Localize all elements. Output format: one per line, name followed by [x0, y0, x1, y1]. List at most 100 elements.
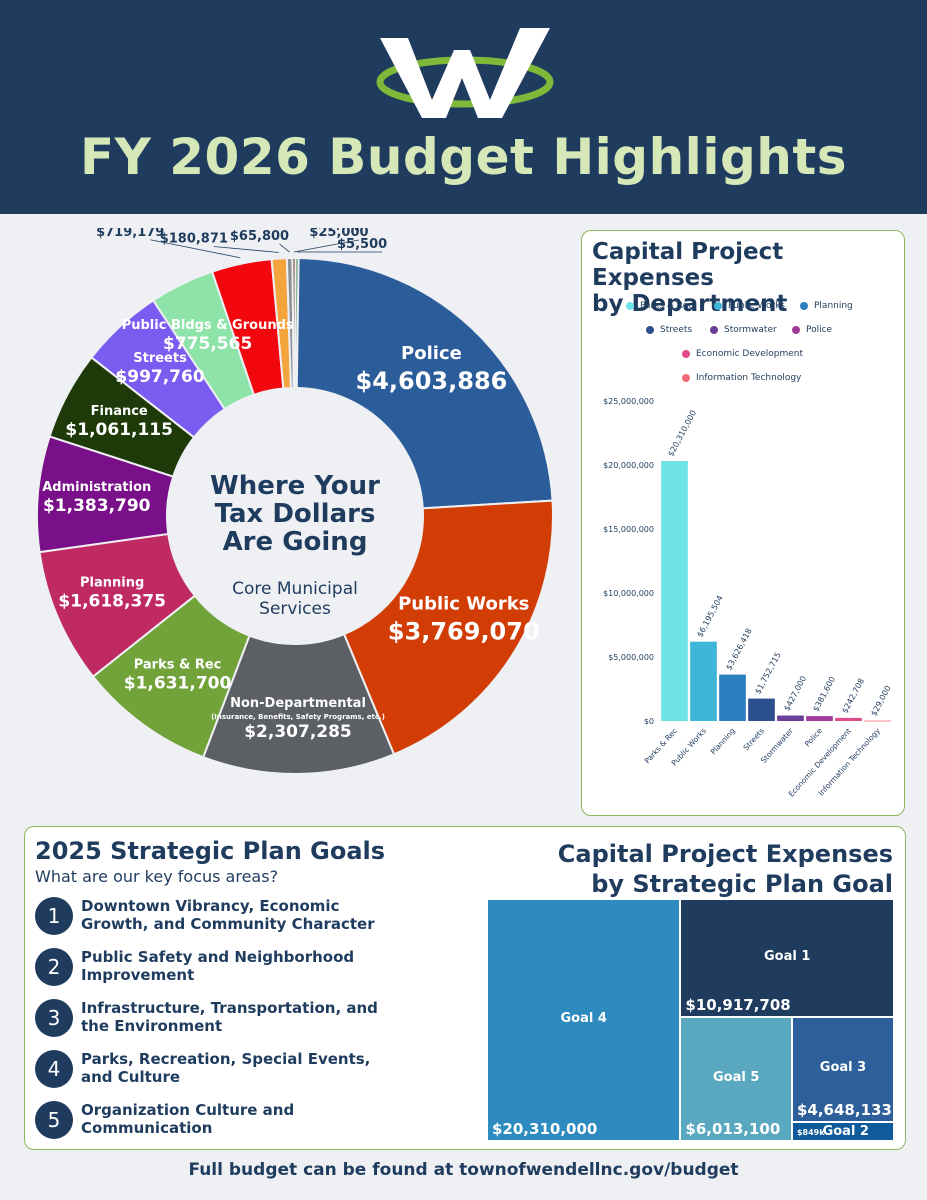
y-tick-label: $20,000,000 — [603, 461, 654, 470]
legend-label: Public Works — [728, 301, 785, 311]
slice-note: (Insurance, Benefits, Safety Programs, e… — [211, 713, 385, 721]
donut-slice — [294, 256, 554, 510]
legend-swatch — [714, 301, 722, 310]
leader-line — [293, 239, 360, 253]
legend-label: Police — [806, 325, 833, 335]
treemap-tile-label: Goal 3 — [819, 1060, 867, 1076]
donut-center-title: Are Going — [223, 527, 368, 557]
slice-label: Planning — [80, 576, 144, 591]
slice-outside-label: Appropriations — [322, 228, 402, 231]
slice-outside-value: $180,871 — [160, 231, 228, 246]
treemap-title-line1: Capital Project Expenses — [557, 840, 893, 868]
goal-number-badge: 3 — [35, 999, 73, 1037]
slice-label: Police — [401, 343, 462, 364]
slice-label: Streets — [133, 351, 187, 366]
treemap-tile-label: Goal 1 — [763, 948, 811, 964]
goals-title: 2025 Strategic Plan Goals — [35, 837, 386, 865]
bar-value-label: $242,708 — [840, 677, 866, 715]
treemap-tile-value: $6,013,100 — [685, 1119, 781, 1138]
treemap-tile-value: $4,648,133 — [796, 1100, 892, 1119]
legend-swatch — [626, 301, 634, 310]
bar — [806, 716, 833, 721]
bar — [777, 715, 804, 721]
treemap-tile-value: $849k — [796, 1127, 825, 1137]
header-banner: FY 2026 Budget Highlights — [0, 0, 927, 214]
legend-swatch — [682, 349, 690, 358]
goal-text-line2: Growth, and Community Character — [81, 915, 375, 933]
x-category-label: Planning — [709, 726, 737, 756]
bar — [835, 717, 862, 721]
slice-value: $1,061,115 — [65, 420, 173, 440]
treemap-tile: Goal 3 $4,648,133 — [791, 1016, 894, 1122]
goal-number-badge: 2 — [35, 948, 73, 986]
donut-chart: Where Your Tax Dollars Are Going Core Munic… — [0, 228, 580, 828]
goal-text-line2: Communication — [81, 1119, 213, 1137]
goal-text: Parks, Recreation, Special Events, and Cu… — [81, 1050, 370, 1086]
bar-chart-title-line2: by Department — [592, 291, 788, 317]
page-title: FY 2026 Budget Highlights — [79, 128, 848, 186]
bar-chart-title: Capital Project Expenses by Department — [592, 239, 904, 317]
legend-label: Stormwater — [724, 325, 777, 335]
bar-chart-svg: $0 $5,000,000 $10,000,000 $15,000,000 $20,00… — [603, 397, 893, 799]
goal-number-badge: 4 — [35, 1050, 73, 1088]
x-category-label: Streets — [741, 726, 766, 752]
goal-text: Downtown Vibrancy, Economic Growth, and C… — [81, 897, 375, 933]
y-tick-label: $10,000,000 — [603, 589, 654, 598]
leader-line — [279, 243, 290, 253]
strategic-goals-card: 2025 Strategic Plan Goals What are our k… — [24, 826, 906, 1150]
bar-value-label: $6,195,504 — [695, 594, 724, 639]
legend-item: Parks & Rec — [626, 301, 693, 311]
bar-value-label: $1,752,715 — [753, 651, 782, 696]
goal-text-line2: Improvement — [81, 966, 195, 984]
bar — [864, 720, 891, 722]
donut-center-subtitle: Services — [259, 599, 331, 619]
bar — [690, 641, 717, 721]
donut-slice — [342, 499, 554, 756]
treemap-tile-value: $10,917,708 — [685, 995, 791, 1014]
goal-item: 2 Public Safety and Neighborhood Improveme… — [35, 948, 415, 990]
legend-item: Information Technology — [682, 373, 801, 383]
goal-text-line1: Parks, Recreation, Special Events, — [81, 1050, 371, 1068]
treemap-title-line2: by Strategic Plan Goal — [591, 870, 893, 898]
wendell-logo — [376, 28, 554, 118]
bar — [661, 461, 688, 721]
slice-outside-value: $5,500 — [337, 237, 387, 252]
goal-text-line1: Organization Culture and — [81, 1101, 295, 1119]
slice-label: Non-Departmental — [230, 696, 366, 711]
goal-text-line2: and Culture — [81, 1068, 181, 1086]
treemap-title: Capital Project Expenses by Strategic Pl… — [558, 839, 893, 899]
goal-text-line2: the Environment — [81, 1017, 223, 1035]
legend-item: Stormwater — [710, 325, 777, 335]
goal-item: 1 Downtown Vibrancy, Economic Growth, and … — [35, 897, 415, 939]
slice-value: $1,383,790 — [43, 496, 151, 516]
slice-label: Finance — [91, 404, 148, 419]
goal-item: 3 Infrastructure, Transportation, and the … — [35, 999, 415, 1041]
treemap-tile: Goal 2 $849k — [791, 1121, 894, 1141]
legend-label: Information Technology — [696, 373, 802, 383]
leader-line — [213, 246, 279, 253]
goal-number-badge: 5 — [35, 1101, 73, 1139]
slice-value: $997,760 — [115, 367, 204, 387]
slice-label: Public Works — [398, 593, 529, 614]
treemap-tile-label: Goal 5 — [712, 1069, 760, 1085]
legend-item: Police — [792, 325, 832, 335]
goal-text-line1: Downtown Vibrancy, Economic — [81, 897, 340, 915]
y-tick-label: $0 — [644, 717, 654, 726]
bar — [719, 674, 746, 721]
legend-item: Economic Development — [682, 349, 803, 359]
goal-item: 4 Parks, Recreation, Special Events, and C… — [35, 1050, 415, 1092]
slice-outside-value: $719,179 — [96, 228, 164, 240]
treemap-tile: Goal 4 $20,310,000 — [487, 899, 681, 1141]
footer-link-text: Full budget can be found at townofwendel… — [188, 1160, 739, 1180]
slice-outside-value: $25,000 — [309, 228, 368, 240]
donut-slice — [294, 256, 300, 390]
slice-value: $4,603,886 — [356, 367, 508, 395]
legend-item: Planning — [800, 301, 853, 311]
treemap-tile-value: $20,310,000 — [492, 1120, 598, 1138]
legend-swatch — [646, 325, 654, 334]
slice-value: $1,631,700 — [124, 674, 232, 694]
bar-value-label: $381,600 — [811, 675, 837, 713]
legend-label: Economic Development — [696, 349, 804, 359]
goals-subtitle: What are our key focus areas? — [35, 867, 279, 886]
